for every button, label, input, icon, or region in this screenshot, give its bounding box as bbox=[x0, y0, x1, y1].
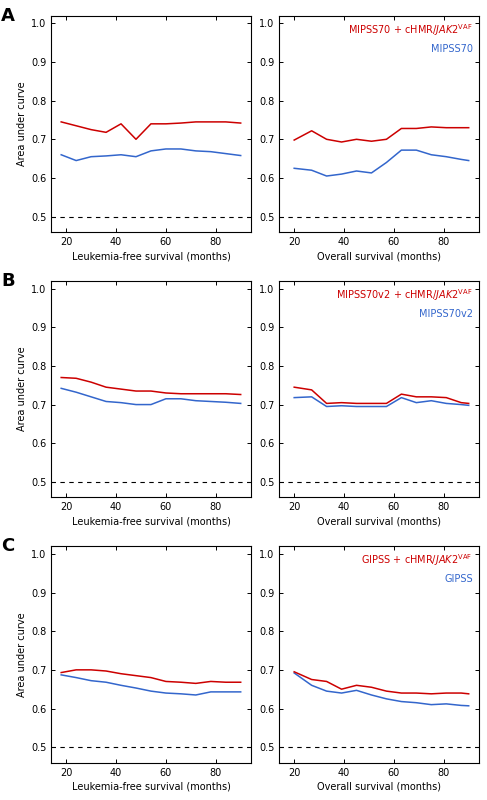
Text: C: C bbox=[1, 538, 15, 555]
Text: B: B bbox=[1, 272, 15, 290]
X-axis label: Leukemia-free survival (months): Leukemia-free survival (months) bbox=[72, 516, 230, 526]
X-axis label: Overall survival (months): Overall survival (months) bbox=[317, 251, 441, 261]
Text: GIPSS: GIPSS bbox=[444, 574, 473, 584]
Text: MIPSS70 + cHMR/$\it{JAK2}^{\mathregular{VAF}}$: MIPSS70 + cHMR/$\it{JAK2}^{\mathregular{… bbox=[348, 22, 473, 38]
Y-axis label: Area under curve: Area under curve bbox=[17, 612, 27, 697]
Text: A: A bbox=[1, 7, 15, 25]
X-axis label: Overall survival (months): Overall survival (months) bbox=[317, 516, 441, 526]
Text: MIPSS70v2 + cHMR/$\it{JAK2}^{\mathregular{VAF}}$: MIPSS70v2 + cHMR/$\it{JAK2}^{\mathregula… bbox=[336, 287, 473, 303]
Text: MIPSS70v2: MIPSS70v2 bbox=[419, 309, 473, 319]
Text: GIPSS + cHMR/$\it{JAK2}^{\mathregular{VAF}}$: GIPSS + cHMR/$\it{JAK2}^{\mathregular{VA… bbox=[361, 553, 473, 569]
X-axis label: Leukemia-free survival (months): Leukemia-free survival (months) bbox=[72, 782, 230, 792]
Y-axis label: Area under curve: Area under curve bbox=[17, 346, 27, 431]
X-axis label: Overall survival (months): Overall survival (months) bbox=[317, 782, 441, 792]
X-axis label: Leukemia-free survival (months): Leukemia-free survival (months) bbox=[72, 251, 230, 261]
Text: MIPSS70: MIPSS70 bbox=[431, 44, 473, 54]
Y-axis label: Area under curve: Area under curve bbox=[17, 82, 27, 166]
